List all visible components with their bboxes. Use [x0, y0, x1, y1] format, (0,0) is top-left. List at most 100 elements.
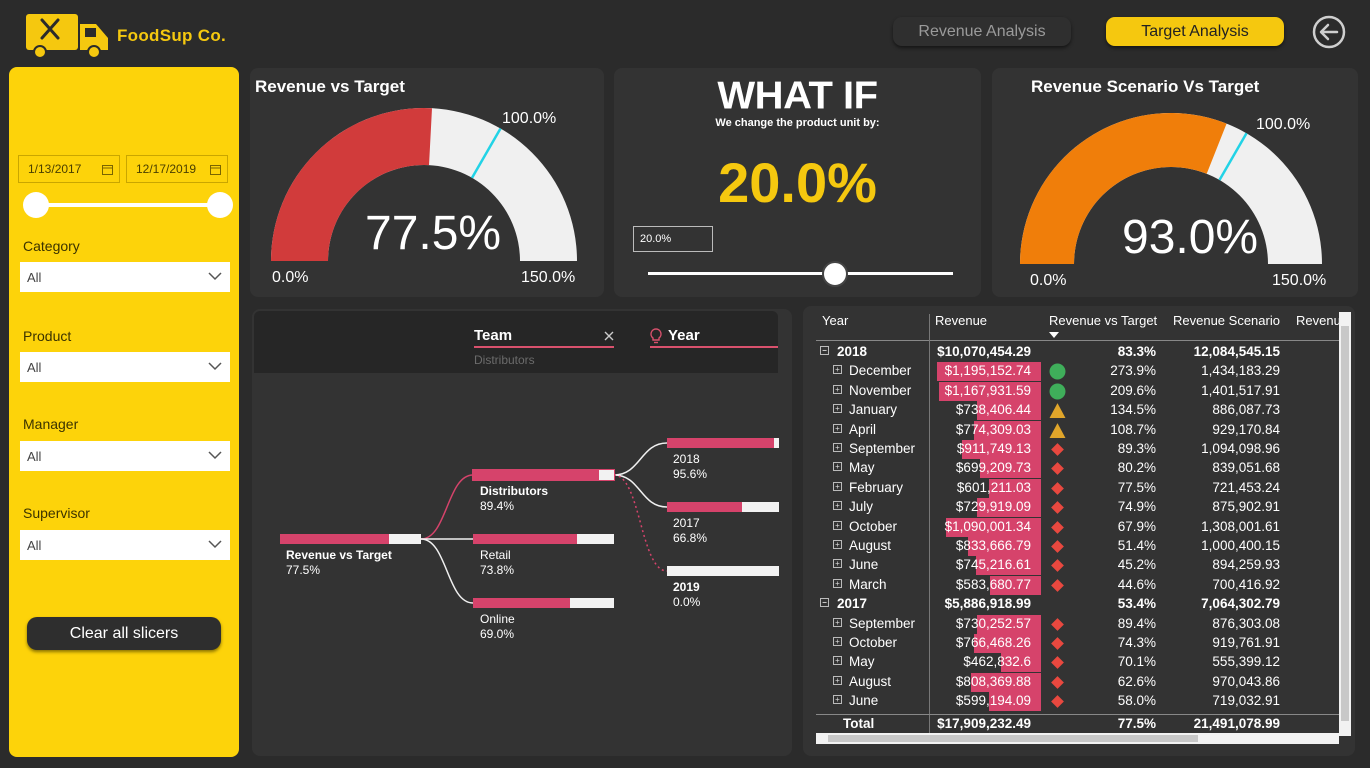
matrix-header-year[interactable]: Year	[822, 313, 849, 328]
revenue-data-bar	[989, 692, 1041, 712]
date-slider-end-handle[interactable]	[207, 192, 233, 218]
revenue-data-bar	[962, 440, 1041, 459]
matrix-header-revenue[interactable]: Revenue	[935, 313, 988, 328]
tree-connectors	[420, 442, 668, 604]
matrix-header-revenue-truncated[interactable]: Revenu	[1296, 313, 1341, 328]
matrix-row-label: October	[849, 518, 898, 534]
matrix-month-row[interactable]: + May $462,832.6 70.1% 555,399.12	[803, 653, 1333, 673]
expand-icon[interactable]: +	[833, 540, 842, 549]
back-arrow-icon[interactable]	[1312, 15, 1346, 49]
matrix-row-scenario: 12,084,545.15	[1193, 344, 1280, 359]
tree-node-2018-bar[interactable]	[667, 438, 779, 448]
tree-node-2018-label: 2018	[673, 452, 700, 466]
matrix-header-revenue-vs-target[interactable]: Revenue vs Target	[1049, 313, 1158, 328]
expand-icon[interactable]: +	[833, 695, 842, 705]
tree-node-2019-bar[interactable]	[667, 566, 779, 576]
date-slider-start-handle[interactable]	[23, 192, 49, 218]
collapse-icon[interactable]: −	[820, 598, 829, 608]
expand-icon[interactable]: +	[833, 656, 842, 666]
expand-icon[interactable]: +	[833, 559, 842, 569]
vertical-scroll-thumb[interactable]	[1341, 326, 1349, 721]
matrix-month-row[interactable]: + May $699,209.73 80.2% 839,051.68	[803, 459, 1333, 479]
what-if-input[interactable]: 20.0%	[633, 226, 713, 252]
supervisor-dropdown[interactable]: All	[20, 530, 230, 560]
revenue-data-bar	[968, 537, 1041, 556]
matrix-month-row[interactable]: + September $730,252.57 89.4% 876,303.08	[803, 614, 1333, 634]
connector-root-online	[420, 538, 474, 604]
matrix-month-row[interactable]: + August $808,369.88 62.6% 970,043.86	[803, 672, 1333, 692]
matrix-header-revenue-scenario[interactable]: Revenue Scenario	[1173, 313, 1280, 328]
matrix-month-row[interactable]: + October $1,090,001.34 67.9% 1,308,001.61	[803, 517, 1333, 537]
lightbulb-icon[interactable]	[650, 328, 662, 344]
matrix-month-row[interactable]: + April $774,309.03 108.7% 929,170.84	[803, 420, 1333, 440]
matrix-body[interactable]: −2018 $10,070,454.29 83.3% 12,084,545.15 + De…	[803, 342, 1339, 714]
matrix-row-revenue: $808,369.88	[955, 673, 1031, 689]
expand-icon[interactable]: +	[833, 462, 842, 472]
target-analysis-button[interactable]: Target Analysis	[1106, 17, 1284, 46]
tree-node-2017-bar[interactable]	[667, 502, 779, 512]
revenue-data-bar	[974, 420, 1041, 440]
tree-node-distributors-bar[interactable]	[472, 469, 615, 481]
connector-distributors-2019	[613, 474, 668, 572]
clear-slicers-button[interactable]: Clear all slicers	[27, 617, 221, 650]
matrix-month-row[interactable]: + November $1,167,931.59 209.6% 1,401,517.91	[803, 381, 1333, 401]
matrix-year-row[interactable]: −2018 $10,070,454.29 83.3% 12,084,545.15	[803, 343, 1333, 362]
expand-icon[interactable]: +	[833, 365, 842, 375]
matrix-month-row[interactable]: + June $599,194.09 58.0% 719,032.91	[803, 692, 1333, 712]
expand-icon[interactable]: +	[833, 384, 842, 394]
what-if-value: 20.0%	[718, 151, 877, 214]
collapse-icon[interactable]: −	[820, 346, 829, 355]
gauge-fill	[271, 107, 433, 261]
date-range-slider[interactable]	[35, 203, 229, 207]
circle-status-icon	[1049, 363, 1066, 380]
matrix-horizontal-scrollbar[interactable]	[816, 733, 1339, 744]
tree-team-title: Team	[474, 327, 513, 344]
end-date-input[interactable]: 12/17/2019	[126, 155, 228, 183]
matrix-month-row[interactable]: + February $601,211.03 77.5% 721,453.24	[803, 478, 1333, 498]
matrix-month-row[interactable]: + June $745,216.61 45.2% 894,259.93	[803, 556, 1333, 576]
matrix-year-row[interactable]: −2017 $5,886,918.99 53.4% 7,064,302.79	[803, 595, 1333, 614]
matrix-row-label: January	[849, 402, 898, 418]
expand-icon[interactable]: +	[833, 578, 842, 588]
category-dropdown[interactable]: All	[20, 262, 230, 292]
tree-year-underline	[650, 346, 778, 348]
matrix-row-rvt: 89.3%	[1117, 441, 1156, 456]
expand-icon[interactable]: +	[833, 675, 842, 685]
expand-icon[interactable]: +	[833, 501, 842, 511]
matrix-row-scenario: 555,399.12	[1212, 654, 1280, 670]
revenue-analysis-button[interactable]: Revenue Analysis	[893, 17, 1071, 46]
matrix-month-row[interactable]: + September $911,749.13 89.3% 1,094,098.96	[803, 440, 1333, 459]
expand-icon[interactable]: +	[833, 617, 842, 627]
triangle-status-icon	[1049, 403, 1066, 419]
matrix-row-label: August	[849, 673, 892, 689]
tree-root-bar[interactable]	[280, 534, 421, 544]
matrix-month-row[interactable]: + October $766,468.26 74.3% 919,761.91	[803, 634, 1333, 653]
expand-icon[interactable]: +	[833, 481, 842, 491]
tree-node-online-bar[interactable]	[473, 598, 614, 608]
start-date-input[interactable]: 1/13/2017	[18, 155, 120, 183]
matrix-row-revenue: $738,406.44	[955, 402, 1031, 418]
matrix-row-revenue: $601,211.03	[956, 479, 1031, 495]
expand-icon[interactable]: +	[833, 443, 842, 452]
revenue-data-bar	[1001, 653, 1041, 673]
matrix-month-row[interactable]: + December $1,195,152.74 273.9% 1,434,183.29	[803, 362, 1333, 382]
manager-dropdown[interactable]: All	[20, 441, 230, 471]
matrix-month-row[interactable]: + July $729,919.09 74.9% 875,902.91	[803, 498, 1333, 518]
expand-icon[interactable]: +	[833, 404, 842, 414]
close-icon[interactable]	[604, 331, 614, 341]
matrix-month-row[interactable]: + March $583,680.77 44.6% 700,416.92	[803, 575, 1333, 595]
matrix-month-row[interactable]: + January $738,406.44 134.5% 886,087.73	[803, 401, 1333, 421]
expand-icon[interactable]: +	[833, 520, 842, 530]
what-if-slider[interactable]	[648, 272, 953, 275]
horizontal-scroll-thumb[interactable]	[828, 735, 1198, 742]
expand-icon[interactable]: +	[833, 423, 842, 433]
product-dropdown[interactable]: All	[20, 352, 230, 382]
matrix-month-row[interactable]: + August $833,666.79 51.4% 1,000,400.15	[803, 537, 1333, 556]
matrix-vertical-scrollbar[interactable]	[1339, 312, 1351, 736]
tree-node-retail-bar[interactable]	[473, 534, 614, 544]
tree-team-underline	[474, 346, 614, 348]
what-if-slider-handle[interactable]	[822, 261, 848, 287]
matrix-row-rvt: 77.5%	[1117, 479, 1156, 495]
matrix-row-scenario: 700,416.92	[1212, 576, 1280, 592]
expand-icon[interactable]: +	[833, 637, 842, 646]
